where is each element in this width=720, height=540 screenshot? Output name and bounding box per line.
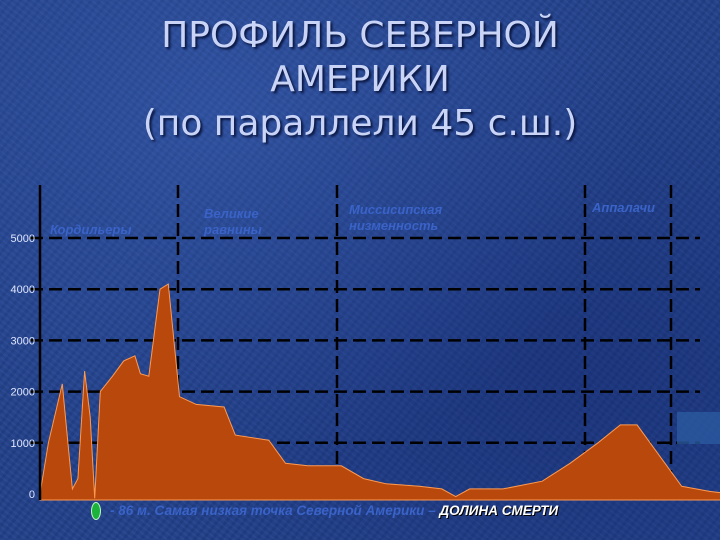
y-tick-label: 3000 xyxy=(11,335,35,347)
terrain-profile xyxy=(39,283,720,501)
y-tick-label: 2000 xyxy=(11,387,35,399)
region-label-great-plains: Великие равнины xyxy=(204,206,262,238)
region-label-line: Аппалачи xyxy=(592,200,656,215)
region-label-line: Миссисипская xyxy=(349,202,443,217)
y-axis-ticks: 0 1000 2000 3000 4000 5000 xyxy=(11,233,35,501)
lowest-point-marker xyxy=(91,502,101,520)
region-label-appalachians: Аппалачи xyxy=(592,200,655,216)
death-valley-label: ДОЛИНА СМЕРТИ xyxy=(439,503,559,518)
y-tick-label: 1000 xyxy=(11,438,35,450)
y-tick-label: 4000 xyxy=(11,284,35,296)
region-label-mississippi-lowland: Миссисипская низменность xyxy=(349,202,442,234)
title-line-3: (по параллели 45 с.ш.) xyxy=(142,103,578,144)
region-label-cordillera: Кордильеры xyxy=(50,222,131,238)
slide-title: ПРОФИЛЬ СЕВЕРНОЙ АМЕРИКИ (по параллели 4… xyxy=(0,14,720,146)
title-line-1: ПРОФИЛЬ СЕВЕРНОЙ xyxy=(161,15,559,56)
region-label-line: Великие xyxy=(204,206,259,221)
side-tab xyxy=(677,412,720,444)
region-label-line: равнины xyxy=(204,222,262,237)
y-tick-label: 0 xyxy=(29,489,35,501)
region-label-line: Кордильеры xyxy=(50,222,132,237)
region-label-line: низменность xyxy=(349,218,439,233)
y-tick-label: 5000 xyxy=(11,233,35,245)
title-line-2: АМЕРИКИ xyxy=(270,59,450,100)
footnote-text: - 86 м. Самая низкая точка Северной Амер… xyxy=(110,503,440,518)
vertical-dividers xyxy=(176,185,673,500)
lowest-point-footnote: - 86 м. Самая низкая точка Северной Амер… xyxy=(110,503,558,518)
horizontal-gridlines xyxy=(30,236,700,445)
